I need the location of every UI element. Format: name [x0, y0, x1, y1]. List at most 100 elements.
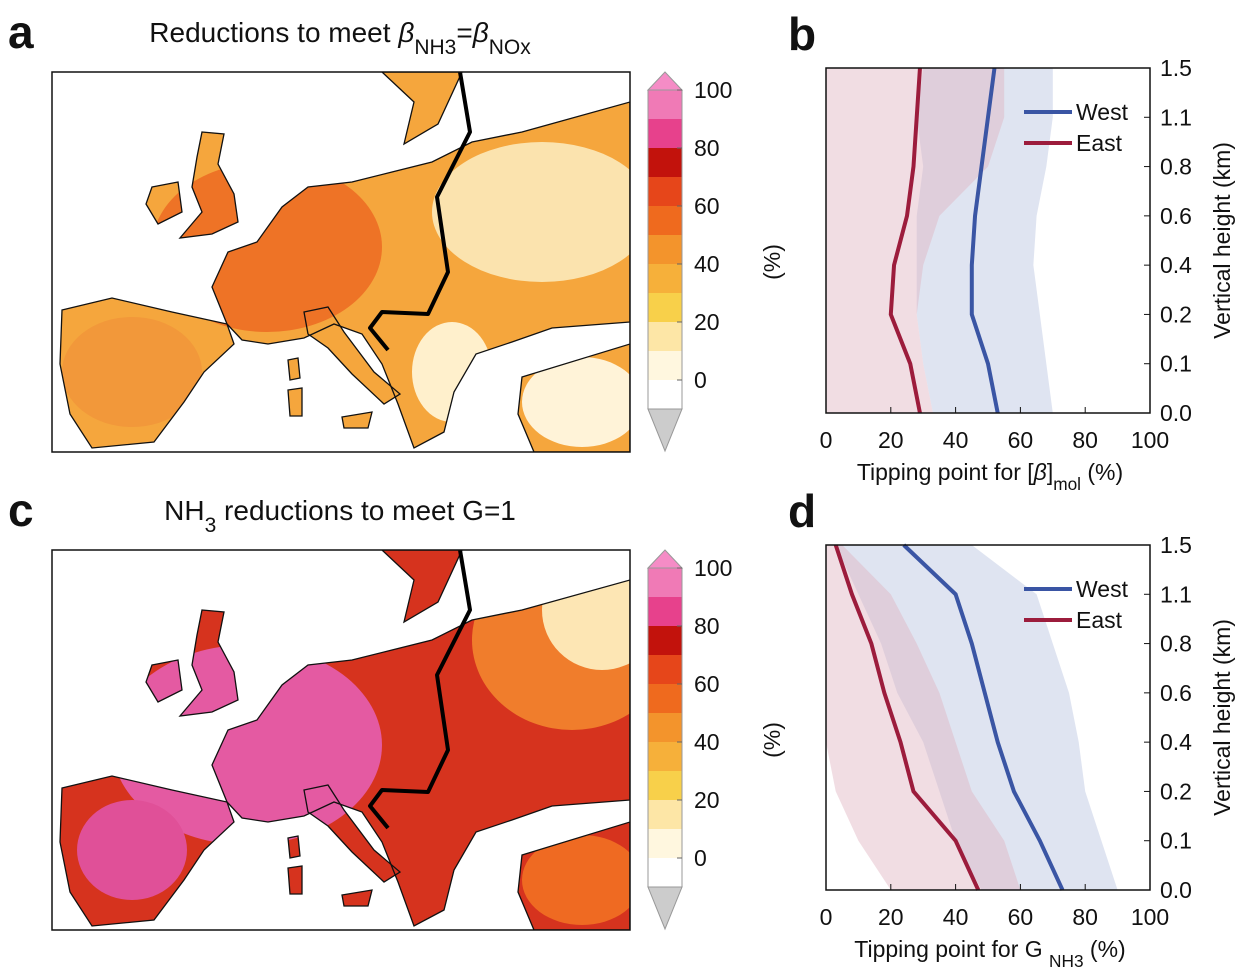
- text-part: Reductions to meet: [149, 17, 398, 48]
- plot-frame: [825, 67, 1151, 414]
- text-part: (%): [1081, 459, 1123, 485]
- y-tick-label: 0.8: [1160, 631, 1192, 657]
- plot-frame: [825, 544, 1151, 891]
- colorbar-tick-label: 100: [694, 555, 732, 581]
- profile-line: [902, 543, 1065, 891]
- x-tick-label: 0: [820, 904, 833, 930]
- colorbar-tick-label: 40: [694, 251, 720, 277]
- y-tick-label: 0.4: [1160, 252, 1192, 278]
- colorbar-bin: [648, 713, 682, 742]
- text-part: (%): [1084, 936, 1126, 962]
- colorbar-bin: [648, 148, 682, 177]
- map-title: NH3 reductions to meet G=1: [164, 495, 516, 537]
- map-a: [51, 71, 631, 453]
- profile-line: [833, 544, 981, 891]
- x-tick-label: 100: [1131, 904, 1169, 930]
- colorbar-bin: [648, 380, 682, 409]
- x-tick-label: 40: [943, 904, 969, 930]
- text-part: =: [456, 17, 472, 48]
- colorbar-under: [647, 886, 683, 931]
- uncertainty-band: [835, 545, 1118, 890]
- colorbar-label: (%): [759, 722, 785, 758]
- panel-label: d: [788, 485, 816, 537]
- y-tick-label: 0.0: [1160, 877, 1192, 903]
- text-part: mol: [1053, 474, 1081, 494]
- colorbar-label: (%): [759, 244, 785, 280]
- uncertainty-band: [826, 68, 1005, 413]
- x-tick-label: 80: [1072, 427, 1098, 453]
- x-tick-label: 20: [878, 904, 904, 930]
- colorbar-bin: [648, 800, 682, 829]
- text-part: Tipping point for G: [854, 936, 1049, 962]
- y-tick-label: 1.5: [1160, 532, 1192, 558]
- text-part: NH3: [1049, 951, 1084, 971]
- x-tick-label: 100: [1131, 427, 1169, 453]
- legend-label: West: [1076, 99, 1129, 125]
- colorbar-bin: [648, 293, 682, 322]
- panel-label: c: [8, 484, 34, 536]
- colorbar-bin: [648, 597, 682, 626]
- x-tick-label: 20: [878, 427, 904, 453]
- x-tick-label: 40: [943, 427, 969, 453]
- colorbar-bin: [648, 351, 682, 380]
- text-part: Tipping point for [: [857, 459, 1034, 485]
- panel-label: a: [8, 6, 34, 58]
- colorbar-bin: [648, 119, 682, 148]
- colorbar-bin: [648, 771, 682, 800]
- y-tick-label: 0.6: [1160, 203, 1192, 229]
- y-tick-label: 0.0: [1160, 400, 1192, 426]
- colorbar-tick-label: 20: [694, 309, 720, 335]
- y-tick-label: 0.6: [1160, 680, 1192, 706]
- colorbar-bin: [648, 568, 682, 597]
- colorbar-under: [647, 408, 683, 453]
- text-part: β: [397, 17, 414, 48]
- colorbar-frame: [647, 567, 683, 888]
- uncertainty-band: [916, 68, 1053, 413]
- text-part: β: [472, 17, 489, 48]
- colorbar-tick-label: 0: [694, 845, 707, 871]
- colorbar-tick-label: 20: [694, 787, 720, 813]
- legend-label: East: [1076, 130, 1123, 156]
- colorbar-tick-label: 60: [694, 671, 720, 697]
- panel-label: b: [788, 8, 816, 60]
- colorbar-bin: [648, 829, 682, 858]
- y-tick-label: 1.5: [1160, 55, 1192, 81]
- colorbar-bin: [648, 90, 682, 119]
- legend-label: East: [1076, 607, 1123, 633]
- y-tick-label: 0.1: [1160, 828, 1192, 854]
- colorbar-bin: [648, 264, 682, 293]
- colorbar-bin: [648, 177, 682, 206]
- y-axis-label: Vertical height (km): [1209, 142, 1235, 339]
- colorbar-bin: [648, 322, 682, 351]
- colorbar-tick-label: 40: [694, 729, 720, 755]
- colorbar-tick-label: 80: [694, 135, 720, 161]
- colorbar-tick-label: 80: [694, 613, 720, 639]
- x-tick-label: 60: [1008, 904, 1034, 930]
- colorbar-bin: [648, 742, 682, 771]
- colorbar-bin: [648, 235, 682, 264]
- colorbar-bin: [648, 858, 682, 887]
- legend-label: West: [1076, 576, 1129, 602]
- y-tick-label: 0.1: [1160, 351, 1192, 377]
- text-part: NH: [164, 495, 204, 526]
- uncertainty-band: [826, 545, 1021, 890]
- colorbar-tick-label: 0: [694, 367, 707, 393]
- y-tick-label: 1.1: [1160, 581, 1192, 607]
- x-tick-label: 80: [1072, 904, 1098, 930]
- colorbar-tick-label: 100: [694, 77, 732, 103]
- colorbar-over: [646, 549, 684, 569]
- y-tick-label: 0.2: [1160, 301, 1192, 327]
- x-axis-label: Tipping point for G NH3 (%): [854, 936, 1125, 971]
- text-part: 3: [205, 514, 217, 537]
- text-part: ]: [1047, 459, 1053, 485]
- y-tick-label: 0.2: [1160, 778, 1192, 804]
- y-tick-label: 0.4: [1160, 729, 1192, 755]
- text-part: NOx: [489, 36, 532, 59]
- colorbar-tick-label: 60: [694, 193, 720, 219]
- colorbar-over: [646, 71, 684, 91]
- y-axis-label: Vertical height (km): [1209, 619, 1235, 816]
- colorbar-bin: [648, 206, 682, 235]
- colorbar-bin: [648, 626, 682, 655]
- text-part: NH3: [414, 36, 456, 59]
